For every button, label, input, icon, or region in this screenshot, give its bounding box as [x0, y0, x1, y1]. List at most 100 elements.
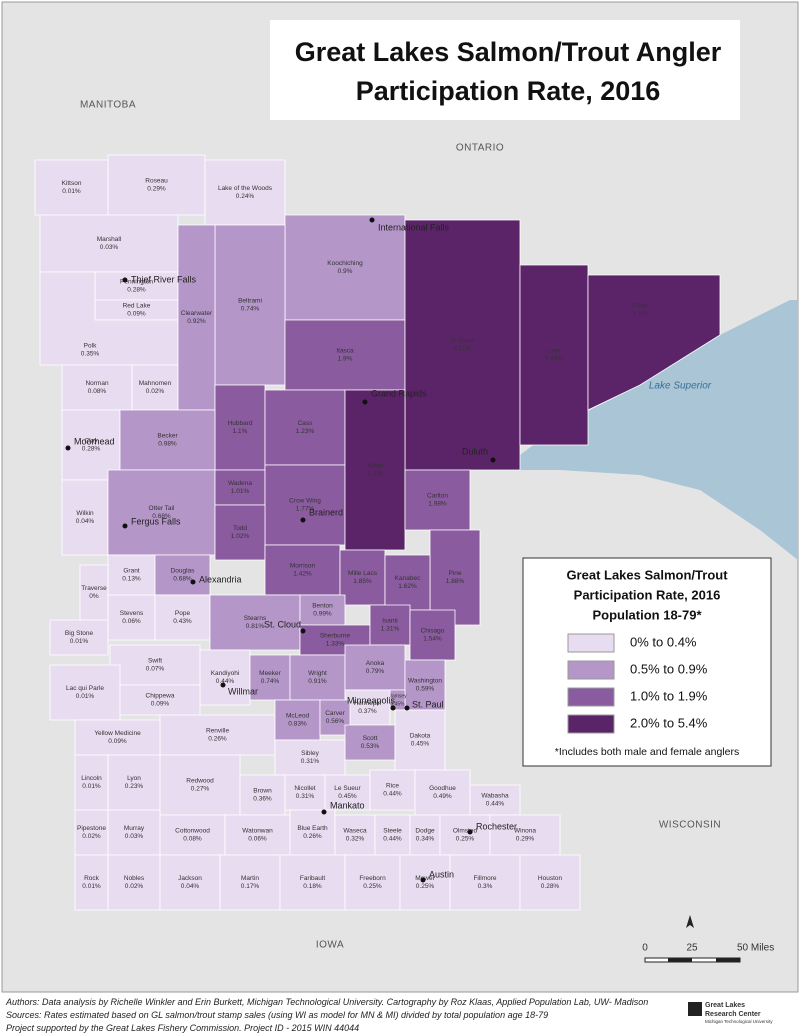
county — [344, 389, 406, 551]
county — [49, 619, 109, 656]
county-rate: 0.25% — [416, 883, 435, 890]
county-rate: 0.25% — [456, 836, 475, 843]
city-dot — [300, 517, 306, 523]
footer-line: Authors: Data analysis by Richelle Winkl… — [5, 997, 648, 1007]
county-rate: 0.31% — [296, 793, 315, 800]
county — [587, 274, 721, 411]
county-name: Lyon — [127, 775, 141, 782]
city-label: Duluth — [462, 446, 488, 456]
county-name: Washington — [408, 678, 442, 685]
county-name: Dakota — [410, 733, 431, 740]
county-rate: 0.04% — [181, 883, 200, 890]
county-rate: 0.08% — [88, 388, 107, 395]
county-rate: 0.01% — [82, 883, 101, 890]
county-name: Mille Lacs — [348, 570, 378, 577]
county-name: Pipestone — [77, 825, 106, 832]
legend-swatch — [567, 687, 615, 707]
scale-label: 25 — [686, 943, 698, 954]
county-name: Redwood — [186, 778, 214, 785]
county-rate: 0.56% — [326, 718, 345, 725]
county-name: Olmsted — [453, 828, 478, 835]
city-label: Alexandria — [199, 574, 242, 584]
legend-title: Great Lakes Salmon/Trout — [566, 567, 728, 582]
county-rate: 0.01% — [70, 638, 89, 645]
county-name: Scott — [363, 735, 378, 742]
county-rate: 0.02% — [146, 388, 165, 395]
county-name: Polk — [84, 343, 97, 350]
county-rate: 0.01% — [76, 693, 95, 700]
scale-rect — [668, 958, 692, 962]
city-dot — [420, 877, 426, 883]
county-rate: 0.44% — [486, 801, 505, 808]
county-name: Dodge — [415, 828, 435, 835]
county-name: Faribault — [300, 875, 325, 882]
title: Participation Rate, 2016 — [356, 76, 661, 106]
region-label: Lake Superior — [649, 381, 712, 392]
lake-superior — [500, 300, 798, 560]
city-label: Mankato — [330, 800, 365, 810]
county-name: Martin — [241, 875, 259, 882]
county-rate: 0.07% — [146, 666, 165, 673]
county-name: Lake of the Woods — [218, 185, 273, 192]
county-name: Waseca — [343, 828, 367, 835]
city-label: Minneapolis — [347, 695, 396, 705]
county-name: Nicollet — [294, 785, 316, 792]
county-rate: 1.54% — [423, 636, 442, 643]
city-dot — [404, 705, 410, 711]
county-rate: 0.28% — [82, 446, 101, 453]
county-name: Cass — [298, 420, 314, 427]
county-rate: 0.83% — [288, 721, 307, 728]
county-rate: 0.44% — [216, 678, 235, 685]
county-name: Kanabec — [395, 575, 421, 582]
county-rate: 0.36% — [253, 796, 272, 803]
county-rate: 0.25% — [363, 883, 382, 890]
city-label: Thief River Falls — [131, 274, 197, 284]
legend-items: 0% to 0.4% 0.5% to 0.9% 1.0% to 1.9% 2.0% t… — [567, 633, 708, 734]
county-rate: 0.03% — [100, 244, 119, 251]
county-name: Becker — [157, 433, 178, 440]
city-label: Willmar — [228, 686, 258, 696]
city-label: Fergus Falls — [131, 516, 181, 526]
county-name: Chippewa — [146, 693, 175, 700]
county-name: Houston — [538, 875, 563, 882]
county-name: Itasca — [336, 348, 354, 355]
legend-label: 2.0% to 5.4% — [630, 715, 708, 730]
county-name: Mahnomen — [139, 380, 172, 387]
legend-swatch — [567, 714, 615, 734]
county-rate: 1.85% — [353, 578, 372, 585]
county-name: Anoka — [366, 660, 385, 667]
county-rate: 0.45% — [338, 793, 357, 800]
region-label: IOWA — [316, 940, 344, 951]
north-arrow — [686, 915, 694, 928]
county-name: Pennington — [120, 279, 153, 286]
county-name: Benton — [312, 603, 333, 610]
county-rate: 5.1% — [633, 311, 648, 318]
logo-text: Great Lakes — [705, 1002, 745, 1009]
county-name: Kandiyohi — [211, 670, 240, 677]
county-rate: 0.01% — [82, 783, 101, 790]
county-rate: 0.24% — [236, 193, 255, 200]
county-rate: 0.17% — [241, 883, 260, 890]
county-rate: 0.26% — [303, 833, 322, 840]
county-name: Nobles — [124, 875, 145, 882]
county-rate: 1.98% — [428, 501, 447, 508]
county-rate: 0.45% — [390, 701, 405, 707]
county-name: Wilkin — [76, 510, 94, 517]
county-rate: 0.13% — [122, 576, 141, 583]
county-name: Winona — [514, 828, 536, 835]
county-name: Yellow Medicine — [94, 730, 141, 737]
county-name: Chisago — [421, 628, 445, 635]
footer-line: Project supported by the Great Lakes Fis… — [6, 1023, 359, 1033]
county-rate: 0.18% — [303, 883, 322, 890]
legend-swatch — [567, 660, 615, 680]
region-label: MANITOBA — [80, 100, 136, 111]
county-name: Ramsey — [388, 693, 407, 699]
county-rate: 0.92% — [187, 318, 206, 325]
county-name: Pope — [175, 610, 191, 617]
county-name: Blue Earth — [297, 825, 328, 832]
footer-line: Sources: Rates estimated based on GL sal… — [6, 1010, 548, 1020]
logo-text: Michigan Technological University — [705, 1019, 773, 1024]
county-rate: 1.42% — [293, 571, 312, 578]
county-rate: 0.45% — [411, 741, 430, 748]
county-rate: 0.98% — [158, 441, 177, 448]
